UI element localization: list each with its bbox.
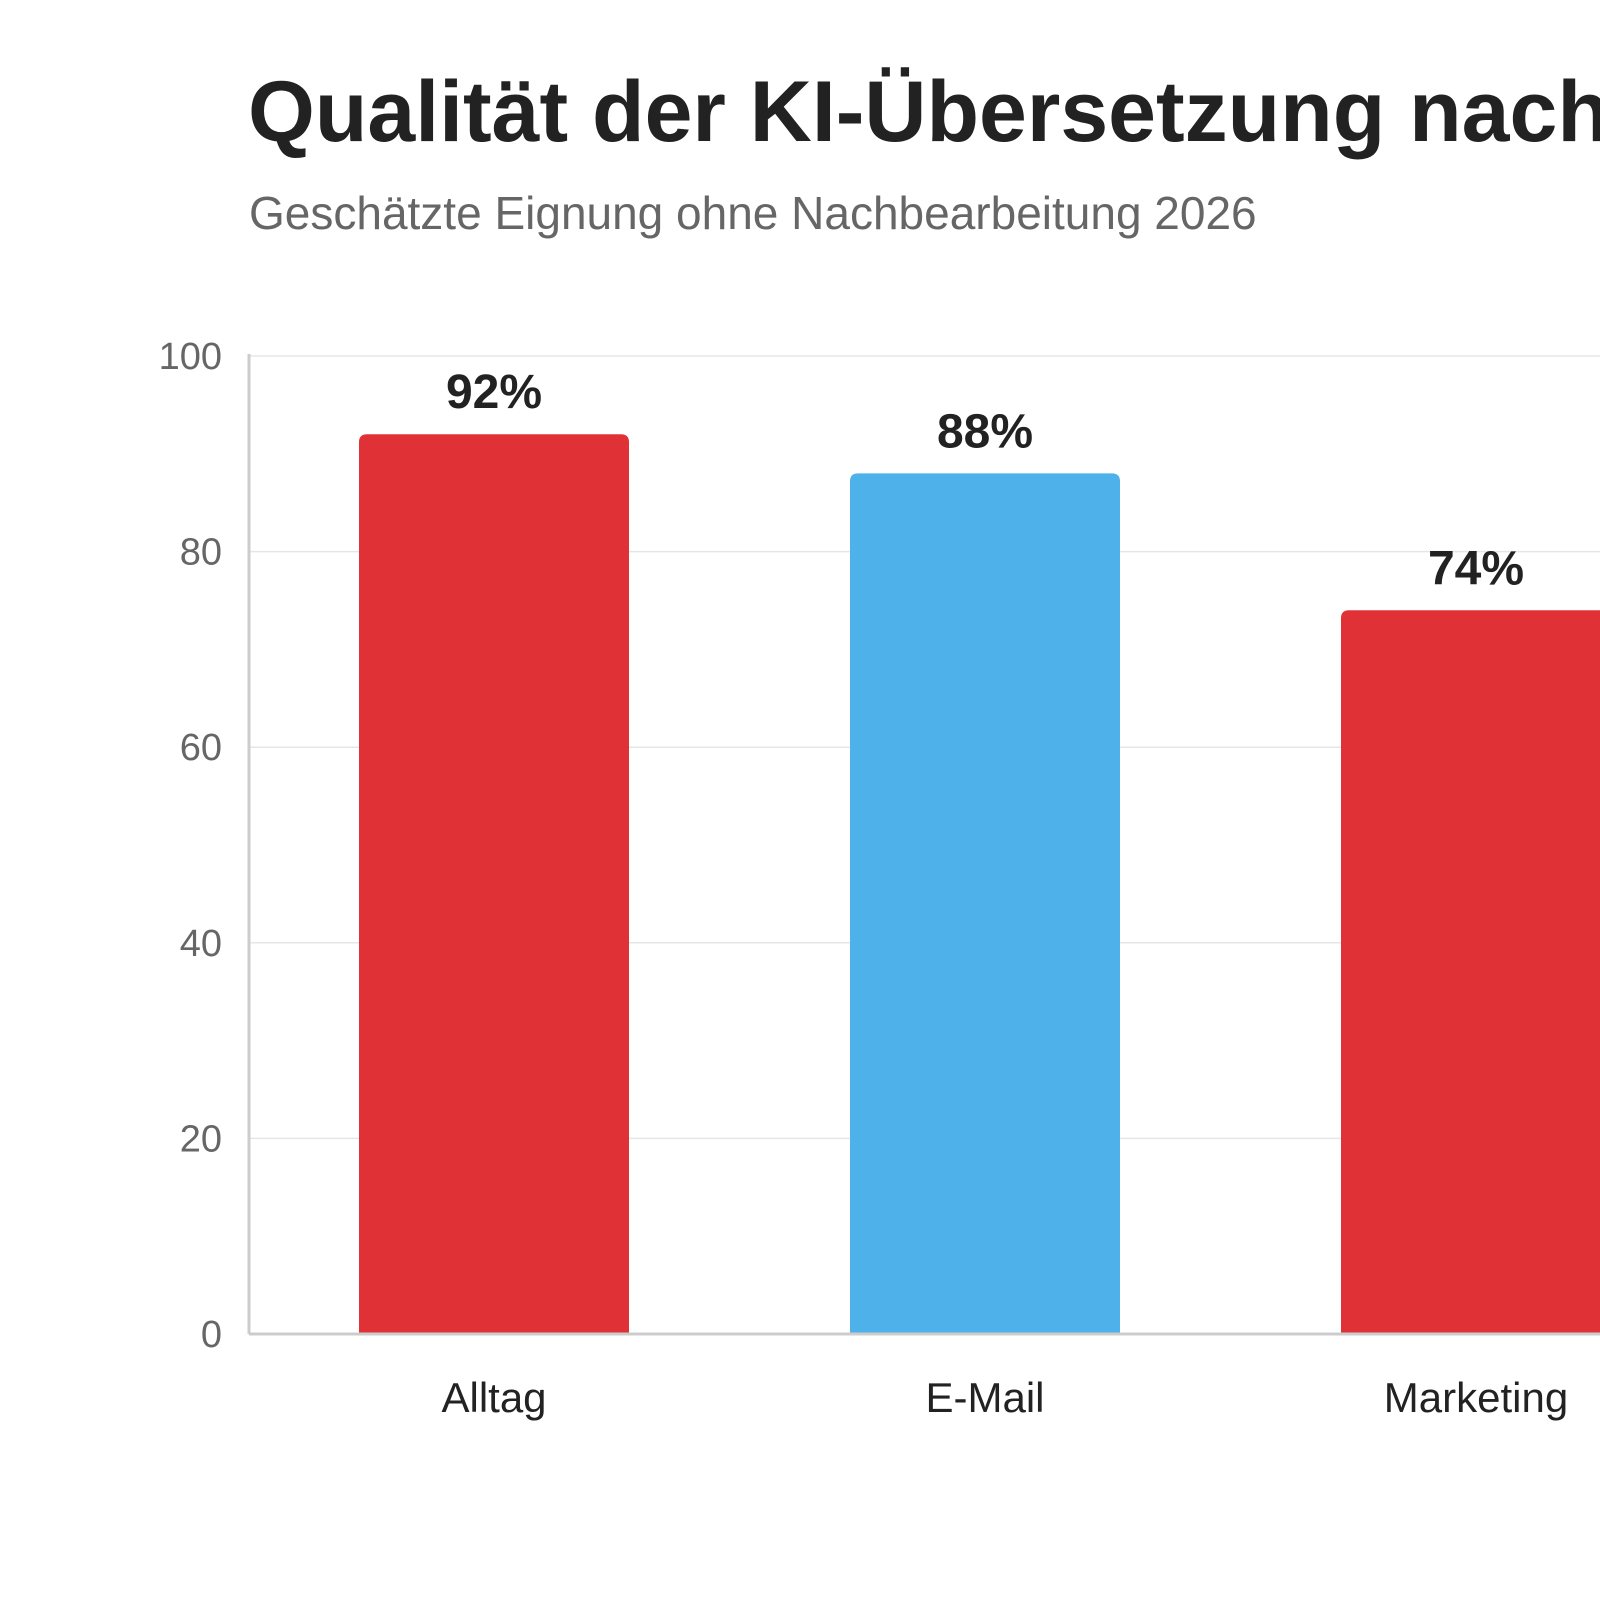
- bar-value-label: 74%: [1428, 542, 1524, 595]
- chart-title: Qualität der KI-Übersetzung nach: [248, 64, 1600, 160]
- y-tick-label: 80: [180, 532, 222, 574]
- y-tick-label: 60: [180, 727, 222, 769]
- y-tick-label: 100: [159, 336, 222, 378]
- y-tick-label: 0: [201, 1314, 222, 1356]
- x-axis-labels: Alltag E-Mail Marketing: [441, 1374, 1568, 1421]
- bar-value-label: 88%: [937, 405, 1033, 458]
- bars: [359, 434, 1600, 1334]
- x-category-label: Marketing: [1384, 1374, 1568, 1421]
- y-axis-ticks: 0 20 40 60 80 100: [159, 336, 222, 1356]
- bar-e-mail: [850, 473, 1120, 1334]
- bar-marketing: [1341, 610, 1600, 1334]
- x-category-label: E-Mail: [925, 1374, 1044, 1421]
- chart-subtitle: Geschätzte Eignung ohne Nachbearbeitung …: [249, 187, 1257, 239]
- bar-value-label: 92%: [446, 366, 542, 419]
- bar-alltag: [359, 434, 629, 1334]
- x-category-label: Alltag: [441, 1374, 546, 1421]
- y-tick-label: 20: [180, 1118, 222, 1160]
- value-labels: 92% 88% 74%: [446, 366, 1524, 595]
- y-tick-label: 40: [180, 923, 222, 965]
